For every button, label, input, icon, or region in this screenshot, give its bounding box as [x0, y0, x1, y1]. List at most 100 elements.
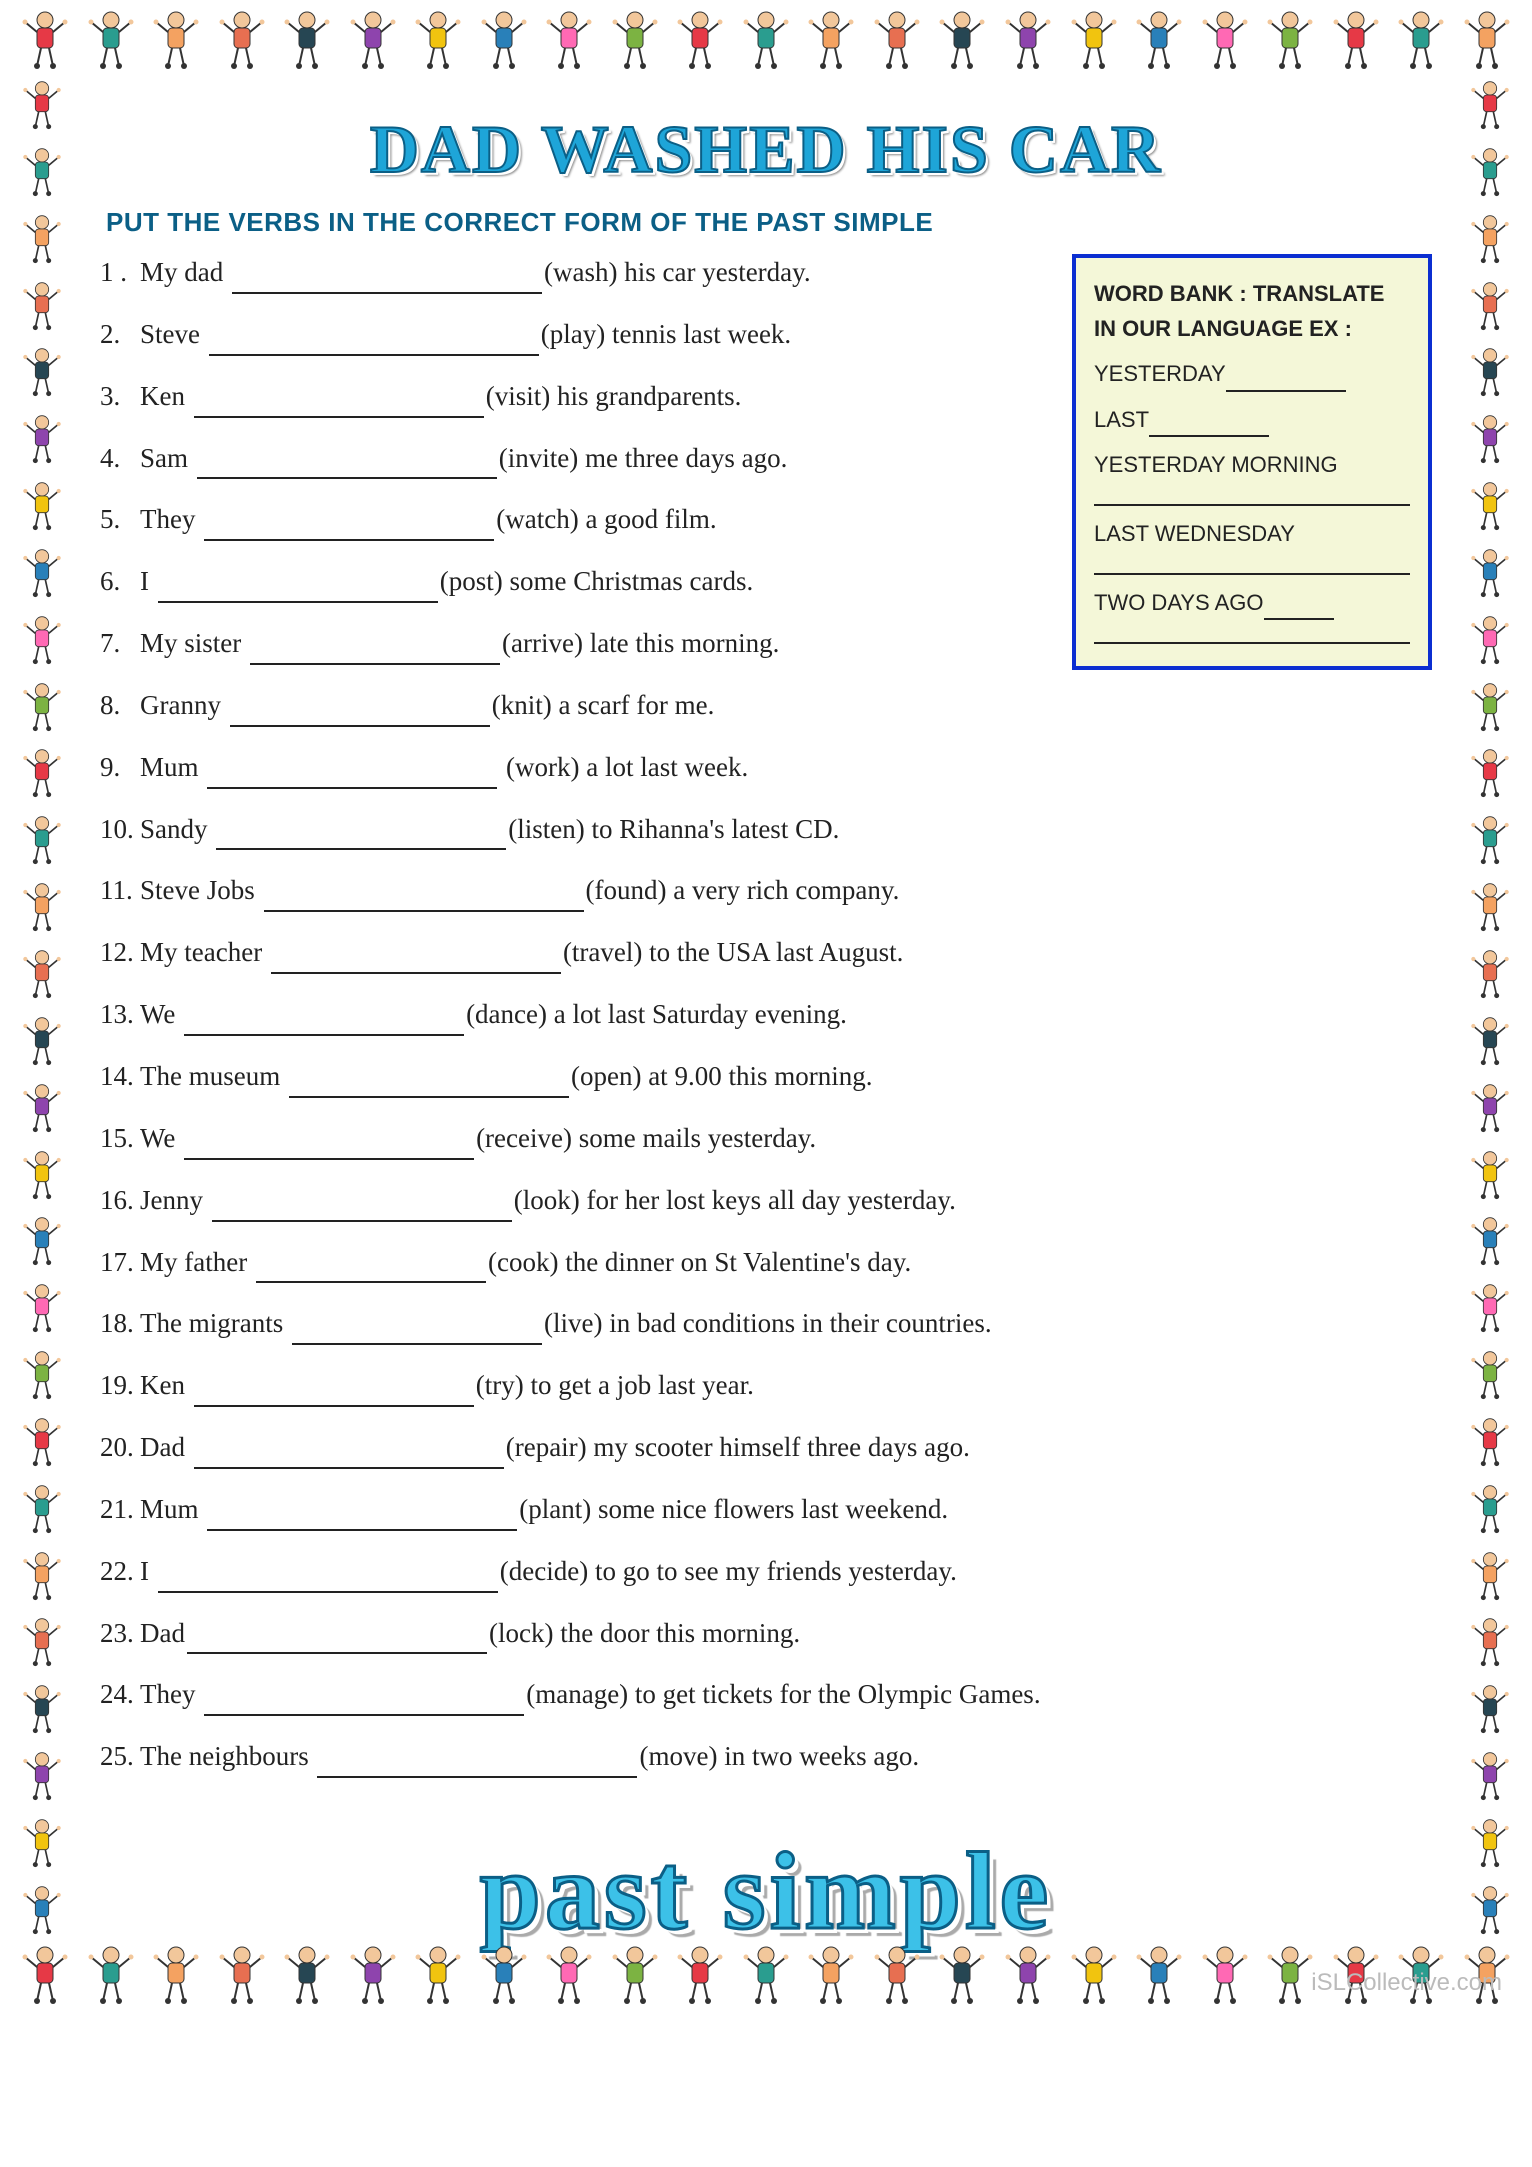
verb-hint: (listen): [508, 814, 584, 844]
border-kid-icon: [14, 615, 70, 665]
answer-blank[interactable]: [216, 823, 506, 850]
question-number: 2.: [100, 314, 140, 356]
border-kid-icon: [544, 1945, 594, 2005]
border-kid-icon: [1462, 1751, 1518, 1801]
question-row: 19.Ken (try) to get a job last year.: [100, 1365, 1046, 1407]
question-row: 9.Mum (work) a lot last week.: [100, 747, 1046, 789]
question-pre: Mum: [140, 1494, 205, 1524]
answer-blank[interactable]: [194, 1442, 504, 1469]
kid-icon: [1396, 10, 1446, 70]
wordbank-blank[interactable]: [1094, 624, 1410, 644]
border-kid-icon: [14, 1083, 70, 1133]
verb-hint: (manage): [526, 1679, 628, 1709]
kid-icon: [14, 1484, 70, 1534]
watermark: iSLCollective.com: [1311, 1969, 1502, 1997]
border-kid-icon: [479, 1945, 529, 2005]
answer-blank[interactable]: [204, 1689, 524, 1716]
question-number: 16.: [100, 1180, 140, 1222]
answer-blank[interactable]: [317, 1751, 637, 1778]
answer-blank[interactable]: [158, 1566, 498, 1593]
border-kid-icon: [937, 10, 987, 70]
border-kid-icon: [86, 1945, 136, 2005]
answer-blank[interactable]: [289, 1071, 569, 1098]
question-row: 1 .My dad (wash) his car yesterday.: [100, 252, 1046, 294]
wordbank-item: YESTERDAY: [1094, 356, 1410, 391]
answer-blank[interactable]: [232, 267, 542, 294]
answer-blank[interactable]: [212, 1195, 512, 1222]
answer-blank[interactable]: [184, 1009, 464, 1036]
answer-blank[interactable]: [230, 700, 490, 727]
question-number: 15.: [100, 1118, 140, 1160]
kid-icon: [1003, 10, 1053, 70]
wordbank-blank[interactable]: [1094, 555, 1410, 575]
answer-blank[interactable]: [209, 329, 539, 356]
answer-blank[interactable]: [197, 452, 497, 479]
wordbank-blank[interactable]: [1094, 486, 1410, 506]
kid-icon: [1462, 214, 1518, 264]
wordbank-blank[interactable]: [1226, 372, 1346, 392]
answer-blank[interactable]: [250, 638, 500, 665]
question-post: to get a job last year.: [524, 1370, 754, 1400]
kid-icon: [1462, 414, 1518, 464]
border-kid-icon: [14, 347, 70, 397]
kid-icon: [14, 281, 70, 331]
wordbank-label: TWO DAYS AGO: [1094, 590, 1264, 615]
border-kid-icon: [1462, 1684, 1518, 1734]
answer-blank[interactable]: [187, 1627, 487, 1654]
question-number: 18.: [100, 1303, 140, 1345]
question-number: 11.: [100, 870, 140, 912]
answer-blank[interactable]: [207, 762, 497, 789]
kid-icon: [479, 1945, 529, 2005]
border-kid-icon: [14, 548, 70, 598]
kid-icon: [348, 1945, 398, 2005]
kid-icon: [14, 347, 70, 397]
kid-icon: [479, 10, 529, 70]
answer-blank[interactable]: [158, 576, 438, 603]
kid-icon: [806, 10, 856, 70]
answer-blank[interactable]: [204, 514, 494, 541]
question-number: 7.: [100, 623, 140, 665]
border-kid-icon: [741, 10, 791, 70]
kid-icon: [14, 1216, 70, 1266]
answer-blank[interactable]: [292, 1318, 542, 1345]
verb-hint: (try): [476, 1370, 524, 1400]
kid-icon: [1462, 1083, 1518, 1133]
question-post: my scooter himself three days ago.: [587, 1432, 970, 1462]
answer-blank[interactable]: [194, 391, 484, 418]
kid-icon: [14, 1150, 70, 1200]
border-kid-icon: [1462, 481, 1518, 531]
kid-icon: [14, 481, 70, 531]
question-pre: Steve: [140, 319, 207, 349]
question-number: 25.: [100, 1736, 140, 1778]
kid-icon: [151, 1945, 201, 2005]
answer-blank[interactable]: [271, 947, 561, 974]
verb-hint: (move): [639, 1741, 717, 1771]
question-number: 23.: [100, 1613, 140, 1655]
answer-blank[interactable]: [264, 885, 584, 912]
verb-hint: (post): [440, 566, 503, 596]
question-post: a scarf for me.: [552, 690, 715, 720]
answer-blank[interactable]: [194, 1380, 474, 1407]
kid-icon: [741, 1945, 791, 2005]
border-kid-icon: [1462, 1484, 1518, 1534]
kid-icon: [14, 1551, 70, 1601]
border-kid-icon: [1265, 10, 1315, 70]
border-kid-icon: [1069, 1945, 1119, 2005]
question-number: 5.: [100, 499, 140, 541]
question-row: 5.They (watch) a good film.: [100, 499, 1046, 541]
word-bank: WORD BANK : TRANSLATE IN OUR LANGUAGE EX…: [1072, 254, 1432, 670]
border-kid-icon: [217, 10, 267, 70]
border-kid-icon: [1462, 815, 1518, 865]
answer-blank[interactable]: [207, 1504, 517, 1531]
question-pre: They: [140, 1679, 202, 1709]
wordbank-blank[interactable]: [1149, 417, 1269, 437]
kid-icon: [1462, 10, 1512, 70]
border-kid-icon: [1134, 1945, 1184, 2005]
border-kid-icon: [14, 1350, 70, 1400]
border-kid-icon: [1462, 1350, 1518, 1400]
answer-blank[interactable]: [184, 1133, 474, 1160]
question-pre: We: [140, 999, 182, 1029]
answer-blank[interactable]: [256, 1256, 486, 1283]
wordbank-label: LAST: [1094, 407, 1149, 432]
wordbank-blank[interactable]: [1264, 600, 1334, 620]
